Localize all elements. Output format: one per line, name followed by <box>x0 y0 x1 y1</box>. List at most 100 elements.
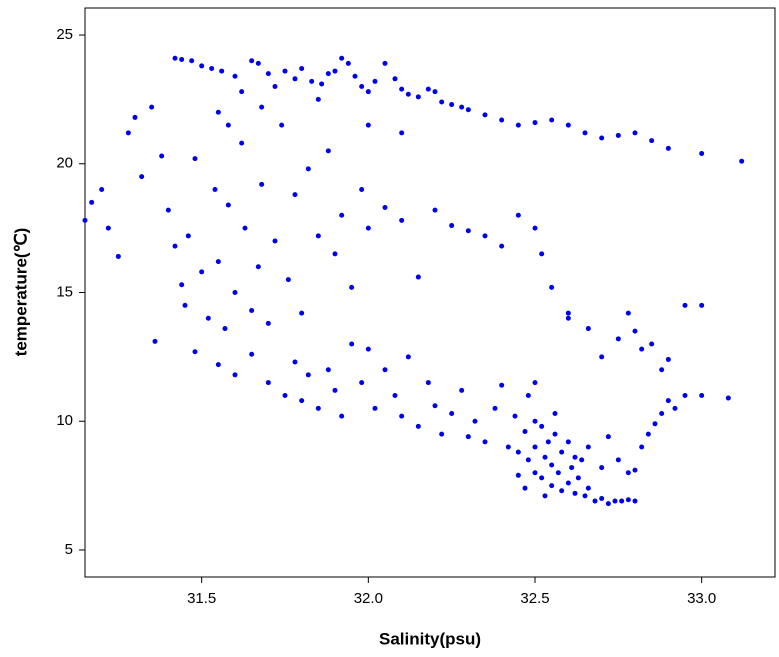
data-point <box>532 418 538 424</box>
data-point <box>539 475 545 481</box>
data-point <box>549 462 555 468</box>
data-point <box>569 465 575 471</box>
data-point <box>255 264 261 270</box>
data-point <box>565 439 571 445</box>
data-point <box>399 413 405 419</box>
data-point <box>172 55 178 61</box>
data-point <box>359 84 365 90</box>
data-point <box>439 99 445 105</box>
data-point <box>372 78 378 84</box>
data-point <box>645 431 651 437</box>
data-point <box>382 60 388 66</box>
data-point <box>615 132 621 138</box>
data-point <box>349 341 355 347</box>
data-point <box>305 166 311 172</box>
data-point <box>192 156 198 162</box>
data-point <box>285 277 291 283</box>
data-point <box>159 153 165 159</box>
data-point <box>532 120 538 126</box>
data-point <box>515 472 521 478</box>
data-point <box>165 207 171 213</box>
data-point <box>179 282 185 288</box>
data-point <box>182 302 188 308</box>
data-point <box>579 457 585 463</box>
data-point <box>249 58 255 64</box>
data-point <box>352 73 358 79</box>
data-point <box>665 145 671 151</box>
data-point <box>649 341 655 347</box>
data-point <box>415 423 421 429</box>
data-point <box>179 56 185 62</box>
data-point <box>199 269 205 275</box>
data-point <box>205 315 211 321</box>
data-point <box>255 60 261 66</box>
data-point <box>292 192 298 198</box>
data-point <box>432 403 438 409</box>
data-point <box>225 202 231 208</box>
data-point <box>639 346 645 352</box>
data-point <box>555 470 561 476</box>
data-point <box>215 109 221 115</box>
data-point <box>672 405 678 411</box>
data-point <box>649 138 655 144</box>
data-point <box>292 359 298 365</box>
data-point <box>605 501 611 507</box>
data-point <box>425 380 431 386</box>
data-point <box>482 112 488 118</box>
data-point <box>505 444 511 450</box>
data-point <box>459 104 465 110</box>
data-point <box>89 199 95 205</box>
data-point <box>99 187 105 193</box>
data-point <box>572 454 578 460</box>
data-point <box>525 392 531 398</box>
data-point <box>192 349 198 355</box>
data-point <box>682 302 688 308</box>
data-point <box>282 392 288 398</box>
data-point <box>549 284 555 290</box>
data-point <box>632 130 638 136</box>
x-tick-label: 31.5 <box>187 590 216 607</box>
x-tick-label: 32.0 <box>354 590 383 607</box>
data-point <box>399 130 405 136</box>
data-point <box>599 465 605 471</box>
data-point <box>559 488 565 494</box>
data-point <box>465 228 471 234</box>
data-point <box>665 356 671 362</box>
data-point <box>392 76 398 82</box>
data-point <box>432 207 438 213</box>
data-point <box>365 346 371 352</box>
data-point <box>319 81 325 87</box>
data-point <box>332 251 338 257</box>
data-point <box>585 444 591 450</box>
data-point <box>172 243 178 249</box>
data-point <box>512 413 518 419</box>
data-point <box>585 485 591 491</box>
data-point <box>415 94 421 100</box>
data-point <box>325 148 331 154</box>
data-point <box>332 68 338 74</box>
data-point <box>365 225 371 231</box>
data-point <box>525 457 531 463</box>
y-tick-label: 20 <box>56 155 73 172</box>
y-axis-title: temperature(℃) <box>11 228 30 357</box>
data-point <box>699 392 705 398</box>
data-point <box>425 86 431 92</box>
data-point <box>639 444 645 450</box>
data-point <box>239 89 245 95</box>
data-point <box>292 76 298 82</box>
data-point <box>522 485 528 491</box>
data-point <box>265 380 271 386</box>
data-point <box>272 84 278 90</box>
data-point <box>582 493 588 499</box>
data-point <box>449 102 455 108</box>
data-point <box>542 454 548 460</box>
data-point <box>282 68 288 74</box>
data-point <box>189 58 195 64</box>
data-point <box>599 135 605 141</box>
data-point <box>199 63 205 69</box>
data-point <box>332 387 338 393</box>
data-point <box>572 490 578 496</box>
data-point <box>232 73 238 79</box>
data-point <box>552 411 558 417</box>
